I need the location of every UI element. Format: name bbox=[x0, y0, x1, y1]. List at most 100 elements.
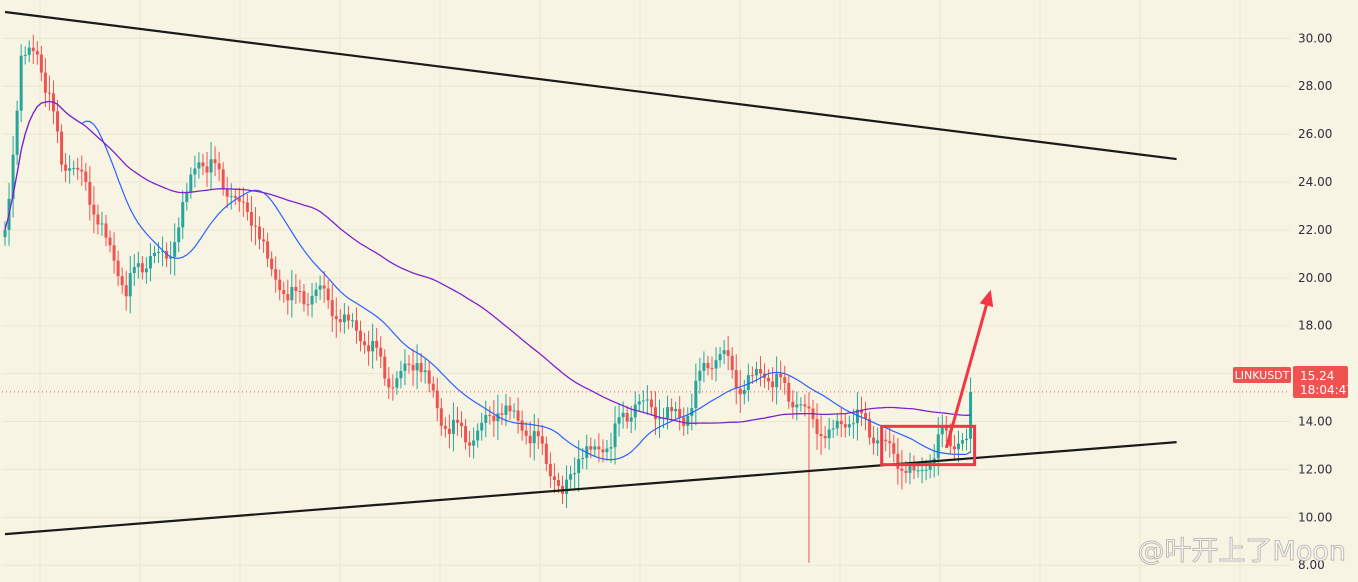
candle-body bbox=[552, 476, 556, 480]
candle-body bbox=[379, 347, 383, 357]
watermark: @叶开上了Moon bbox=[1138, 536, 1346, 567]
candle-body bbox=[306, 304, 310, 306]
candle-body bbox=[573, 473, 577, 475]
candle-body bbox=[468, 442, 472, 446]
candle-body bbox=[132, 267, 136, 274]
candle-body bbox=[411, 364, 415, 371]
candle-body bbox=[613, 423, 617, 448]
last-price-value: 15.24 bbox=[1300, 369, 1334, 383]
candle-body bbox=[359, 330, 363, 342]
candle-body bbox=[391, 387, 395, 389]
candle-body bbox=[423, 370, 427, 373]
candle-body bbox=[19, 55, 23, 111]
candle-body bbox=[136, 263, 140, 268]
candle-body bbox=[956, 443, 960, 450]
candle-body bbox=[221, 169, 225, 189]
target-arrow-shaft bbox=[944, 304, 988, 449]
candle-body bbox=[795, 404, 799, 408]
candle-body bbox=[690, 408, 694, 416]
candle-body bbox=[520, 420, 524, 431]
candle-body bbox=[653, 407, 657, 420]
candle-body bbox=[815, 419, 819, 435]
candle-body bbox=[338, 319, 342, 323]
candle-body bbox=[666, 407, 670, 419]
candle-body bbox=[775, 373, 779, 388]
candle-body bbox=[645, 399, 649, 401]
candle-body bbox=[354, 320, 358, 331]
candle-body bbox=[185, 191, 189, 202]
candle-body bbox=[262, 239, 266, 242]
candle-body bbox=[241, 201, 245, 203]
candle-body bbox=[460, 422, 464, 427]
target-zone-box bbox=[880, 424, 977, 467]
candle-body bbox=[597, 446, 601, 450]
candle-body bbox=[302, 291, 306, 305]
price-badges: LINKUSDT 15.24 18:04:47 bbox=[1233, 366, 1354, 398]
candle-body bbox=[334, 316, 338, 320]
candle-body bbox=[633, 404, 637, 418]
candle-body bbox=[310, 295, 314, 305]
candle-body bbox=[960, 440, 964, 444]
y-tick-label: 12.00 bbox=[1298, 462, 1332, 476]
y-tick-label: 14.00 bbox=[1298, 415, 1332, 429]
candle-body bbox=[407, 363, 411, 365]
candle-body bbox=[217, 163, 221, 170]
candle-body bbox=[274, 269, 278, 280]
y-tick-label: 10.00 bbox=[1298, 510, 1332, 524]
trendlines bbox=[4, 10, 1177, 536]
candle-body bbox=[859, 409, 863, 414]
candle-body bbox=[601, 449, 605, 453]
candle-body bbox=[480, 422, 484, 431]
candle-body bbox=[851, 423, 855, 425]
moving-average-slow-line bbox=[4, 100, 971, 424]
candle-body bbox=[92, 204, 96, 215]
candle-body bbox=[589, 446, 593, 450]
candle-body bbox=[253, 225, 257, 227]
candle-body bbox=[920, 470, 924, 472]
candle-body bbox=[144, 268, 148, 273]
candle-body bbox=[237, 197, 241, 202]
candle-body bbox=[516, 410, 520, 421]
candle-body bbox=[657, 418, 661, 420]
candle-body bbox=[193, 168, 197, 175]
candle-body bbox=[346, 314, 350, 321]
candle-body bbox=[11, 154, 15, 199]
candle-body bbox=[326, 288, 330, 301]
candle-body bbox=[152, 252, 156, 257]
candle-body bbox=[120, 276, 124, 286]
candle-body bbox=[96, 214, 100, 225]
candle-body bbox=[855, 409, 859, 424]
candle-body bbox=[738, 388, 742, 395]
candle-body bbox=[318, 285, 322, 290]
trendline bbox=[4, 441, 1177, 536]
candle-body bbox=[112, 245, 116, 261]
candle-body bbox=[100, 223, 104, 225]
candle-body bbox=[924, 469, 928, 471]
candle-body bbox=[698, 370, 702, 381]
bar-countdown: 18:04:47 bbox=[1300, 383, 1354, 397]
candle-body bbox=[799, 404, 803, 406]
y-tick-label: 22.00 bbox=[1298, 223, 1332, 237]
candle-body bbox=[72, 167, 76, 169]
candle-body bbox=[387, 378, 391, 388]
target-arrow-head bbox=[979, 289, 994, 308]
candle-body bbox=[342, 314, 346, 323]
candle-body bbox=[892, 443, 896, 454]
candle-body bbox=[767, 377, 771, 382]
candle-body bbox=[896, 453, 900, 469]
last-price-badge bbox=[1293, 366, 1348, 398]
candle-body bbox=[476, 430, 480, 441]
moving-average-fast-line bbox=[12, 100, 971, 461]
candle-body bbox=[500, 413, 504, 415]
candle-body bbox=[258, 226, 262, 240]
candle-body bbox=[213, 159, 217, 164]
candle-body bbox=[330, 300, 334, 317]
y-tick-label: 24.00 bbox=[1298, 175, 1332, 189]
candle-body bbox=[455, 419, 459, 423]
candle-body bbox=[451, 419, 455, 434]
candle-body bbox=[722, 350, 726, 355]
candle-body bbox=[403, 363, 407, 371]
candle-body bbox=[758, 368, 762, 374]
candle-body bbox=[771, 381, 775, 388]
